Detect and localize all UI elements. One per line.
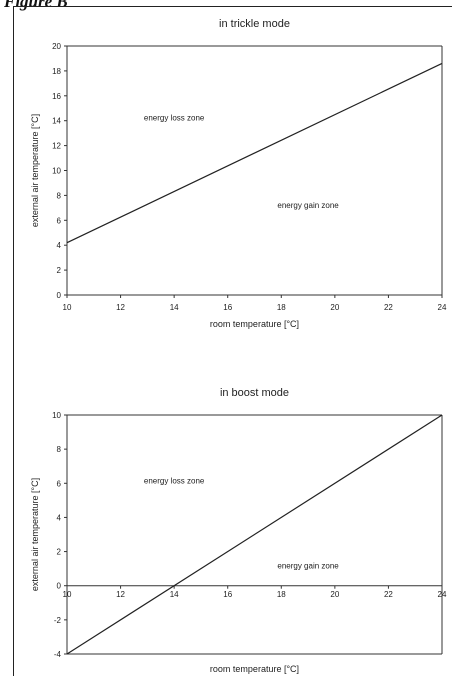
x-tick-label: 22 bbox=[384, 590, 393, 599]
y-tick-label: 4 bbox=[57, 513, 62, 522]
x-tick-label: 14 bbox=[170, 590, 179, 599]
chart-title: in boost mode bbox=[220, 387, 289, 399]
x-axis-label: room temperature [°C] bbox=[210, 319, 299, 329]
x-tick-label: 20 bbox=[330, 590, 339, 599]
y-tick-label: 10 bbox=[52, 167, 61, 176]
y-tick-label: 14 bbox=[52, 117, 61, 126]
x-tick-label: 10 bbox=[63, 303, 72, 312]
chart-title: in trickle mode bbox=[219, 18, 290, 30]
y-tick-label: 0 bbox=[57, 582, 62, 591]
y-tick-label: -2 bbox=[54, 616, 62, 625]
y-tick-label: 6 bbox=[57, 216, 62, 225]
y-tick-label: 4 bbox=[57, 241, 62, 250]
x-tick-label: 24 bbox=[438, 590, 447, 599]
x-tick-label: 16 bbox=[223, 303, 232, 312]
series-line-1 bbox=[66, 414, 443, 655]
x-tick-label: 14 bbox=[170, 303, 179, 312]
y-tick-label: 20 bbox=[52, 42, 61, 51]
x-tick-label: 18 bbox=[277, 590, 286, 599]
figure-frame bbox=[13, 6, 452, 676]
y-tick-label: 10 bbox=[52, 411, 61, 420]
y-tick-label: 16 bbox=[52, 92, 61, 101]
series-line-1 bbox=[66, 62, 443, 244]
y-axis-label: external air temperature [°C] bbox=[30, 114, 40, 227]
y-tick-label: 18 bbox=[52, 67, 61, 76]
y-tick-label: 2 bbox=[57, 266, 62, 275]
x-axis-label: room temperature [°C] bbox=[210, 664, 299, 674]
figure-label: Figure B bbox=[4, 0, 68, 11]
x-tick-label: 16 bbox=[223, 590, 232, 599]
x-tick-label: 24 bbox=[438, 303, 447, 312]
y-tick-label: -4 bbox=[54, 650, 62, 659]
x-tick-label: 12 bbox=[116, 303, 125, 312]
x-tick-label: 12 bbox=[116, 590, 125, 599]
y-tick-label: 2 bbox=[57, 548, 62, 557]
zone-annotation: energy loss zone bbox=[144, 114, 205, 123]
y-tick-label: 8 bbox=[57, 191, 62, 200]
x-tick-label: 18 bbox=[277, 303, 286, 312]
y-tick-label: 6 bbox=[57, 479, 62, 488]
x-tick-label: 22 bbox=[384, 303, 393, 312]
zone-annotation: energy gain zone bbox=[277, 201, 339, 210]
y-axis-label: external air temperature [°C] bbox=[30, 478, 40, 591]
y-tick-label: 8 bbox=[57, 445, 62, 454]
y-tick-label: 0 bbox=[57, 291, 62, 300]
y-tick-label: 12 bbox=[52, 142, 61, 151]
zone-annotation: energy gain zone bbox=[277, 562, 339, 571]
x-tick-label: 10 bbox=[63, 590, 72, 599]
zone-annotation: energy loss zone bbox=[144, 476, 205, 485]
x-tick-label: 20 bbox=[330, 303, 339, 312]
